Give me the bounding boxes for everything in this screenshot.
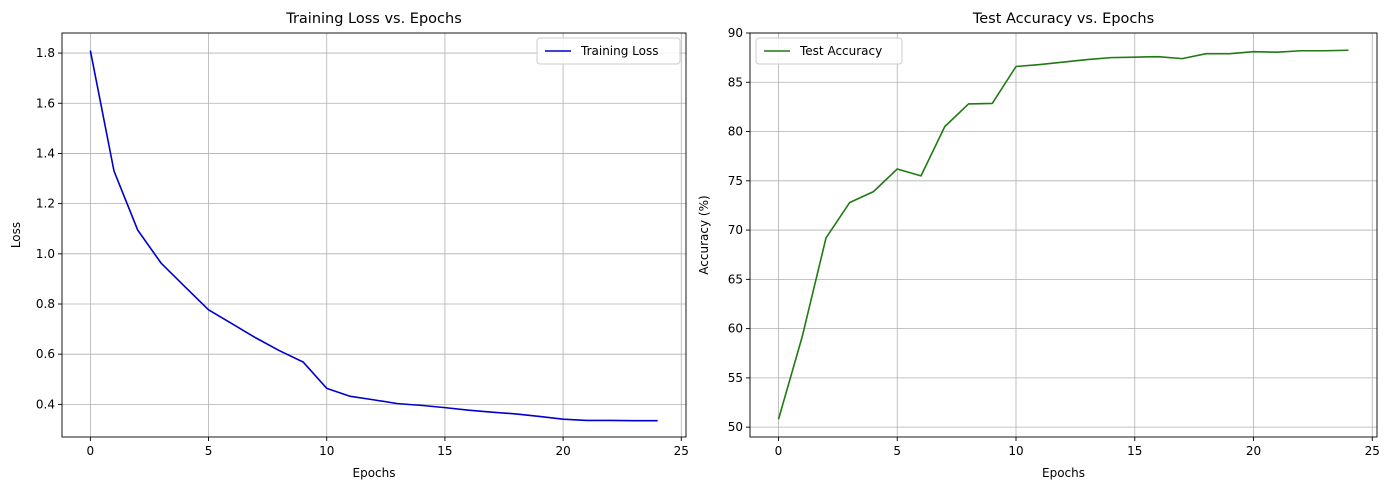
y-tick-label: 55 [728, 371, 743, 385]
x-tick-label: 0 [775, 444, 783, 458]
y-tick-label: 60 [728, 322, 743, 336]
x-tick-label: 15 [437, 444, 452, 458]
training-loss-chart: 0 5 10 15 20 25 0.4 0.6 0.8 1.0 1.2 1.4 1.6 1.8 Traini… [9, 11, 689, 480]
y-tick-label: 0.6 [36, 347, 55, 361]
y-tick-label: 1.6 [36, 96, 55, 110]
y-tick-label: 1.0 [36, 247, 55, 261]
y-tick-label: 0.4 [36, 397, 55, 411]
chart-title: Test Accuracy vs. Epochs [972, 11, 1154, 27]
test-accuracy-chart: 0 5 10 15 20 25 50 55 60 65 70 75 80 85 90 Test Accurac… [697, 11, 1380, 480]
y-tick-label: 70 [728, 223, 743, 237]
chart-title: Training Loss vs. Epochs [285, 11, 462, 27]
y-tick-label: 90 [728, 26, 743, 40]
y-axis-label: Loss [9, 222, 23, 248]
legend: Test Accuracy [755, 37, 903, 65]
y-tick-label: 75 [728, 174, 743, 188]
legend: Training Loss [536, 37, 681, 65]
legend-label: Training Loss [580, 44, 658, 58]
y-tick-label: 1.4 [36, 146, 55, 160]
legend-box [755, 37, 903, 65]
x-tick-label: 10 [1008, 444, 1023, 458]
series-line [89, 50, 658, 422]
y-tick-label: 1.8 [36, 46, 55, 60]
x-tick-label: 5 [893, 444, 901, 458]
y-axis-label: Accuracy (%) [697, 195, 711, 274]
axes-frame [749, 32, 1378, 438]
y-tick-label: 50 [728, 420, 743, 434]
y-tick-label: 65 [728, 272, 743, 286]
x-tick-label: 20 [1246, 444, 1261, 458]
x-tick-label: 15 [1127, 444, 1142, 458]
legend-label: Test Accuracy [799, 44, 882, 58]
legend-box [536, 37, 681, 65]
x-tick-label: 20 [555, 444, 570, 458]
y-tick-label: 1.2 [36, 197, 55, 211]
series-line [777, 49, 1349, 420]
y-tick-label: 85 [728, 75, 743, 89]
axes-frame [61, 32, 687, 438]
x-tick-label: 10 [319, 444, 334, 458]
x-axis-label: Epochs [353, 466, 396, 480]
x-tick-label: 25 [674, 444, 689, 458]
y-tick-label: 0.8 [36, 297, 55, 311]
x-axis-label: Epochs [1042, 466, 1085, 480]
x-tick-label: 0 [87, 444, 95, 458]
x-tick-label: 5 [205, 444, 213, 458]
x-tick-label: 25 [1365, 444, 1380, 458]
y-tick-label: 80 [728, 125, 743, 139]
